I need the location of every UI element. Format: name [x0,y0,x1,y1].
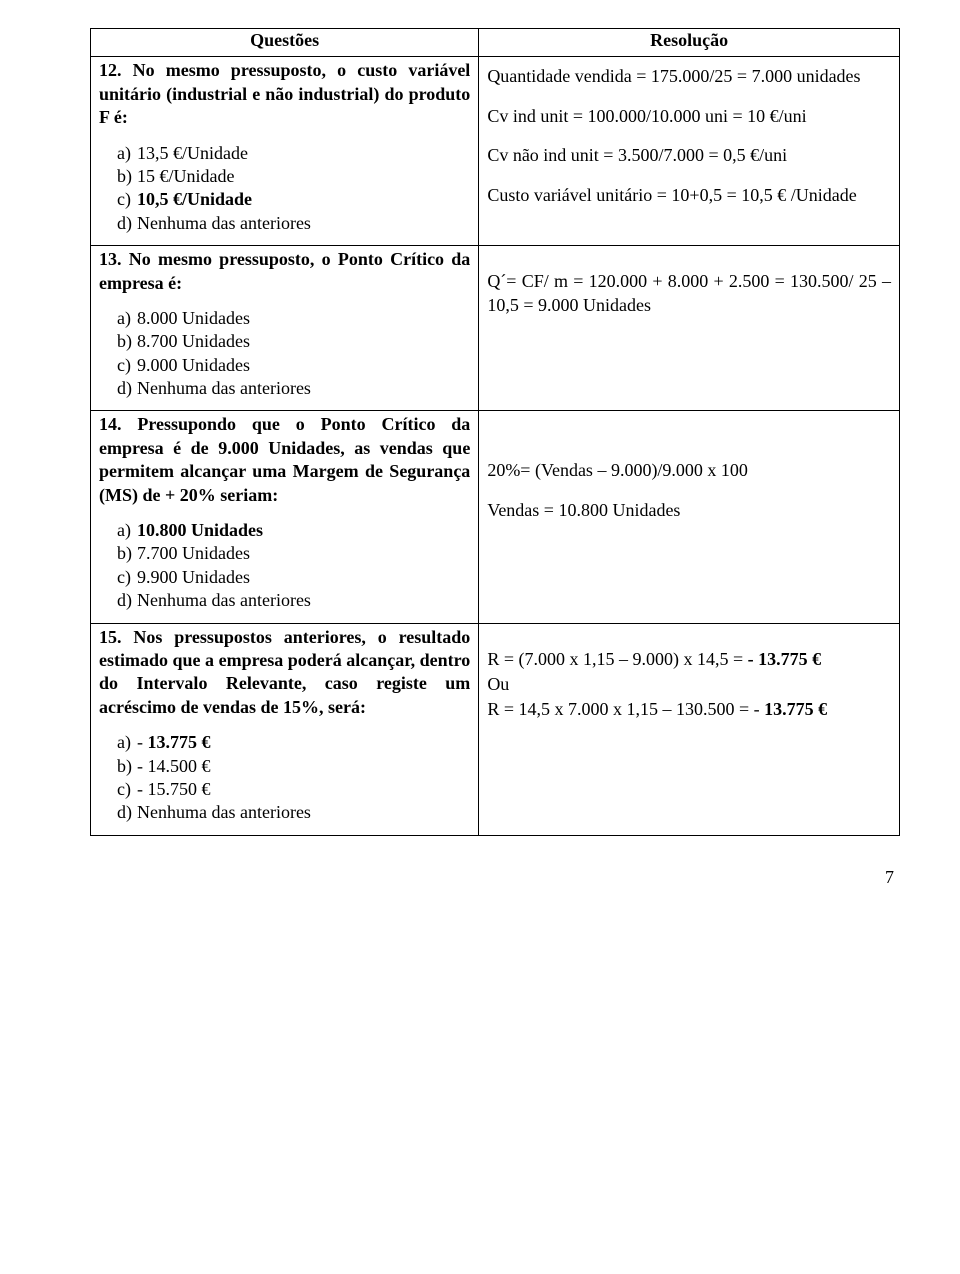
q15-opt-b: b)- 14.500 € [117,755,470,778]
q13-opt-b: b)8.700 Unidades [117,330,470,353]
cell-q14-question: 14. Pressupondo que o Ponto Crítico da e… [91,411,479,623]
q14-title: 14. Pressupondo que o Ponto Crítico da e… [99,413,470,507]
header-resolucao: Resolução [479,29,900,57]
row-q13: 13. No mesmo pressuposto, o Ponto Crític… [91,246,900,411]
q15-opt-c: c)- 15.750 € [117,778,470,801]
cell-q12-resolution: Quantidade vendida = 175.000/25 = 7.000 … [479,57,900,246]
q12-res-l3: Cv não ind unit = 3.500/7.000 = 0,5 €/un… [487,144,891,167]
questions-table: Questões Resolução 12. No mesmo pressupo… [90,28,900,836]
row-q14: 14. Pressupondo que o Ponto Crítico da e… [91,411,900,623]
q14-opt-a: a)10.800 Unidades [117,519,470,542]
table-header-row: Questões Resolução [91,29,900,57]
q13-res-l1: Q´= CF/ m = 120.000 + 8.000 + 2.500 = 13… [487,270,891,317]
q12-res-l1: Quantidade vendida = 175.000/25 = 7.000 … [487,65,891,88]
q14-res-l1: 20%= (Vendas – 9.000)/9.000 x 100 [487,459,891,482]
q15-title: 15. Nos pressupostos anteriores, o resul… [99,626,470,720]
cell-q13-question: 13. No mesmo pressuposto, o Ponto Crític… [91,246,479,411]
q13-opt-c: c)9.000 Unidades [117,354,470,377]
cell-q14-resolution: 20%= (Vendas – 9.000)/9.000 x 100 Vendas… [479,411,900,623]
cell-q15-resolution: R = (7.000 x 1,15 – 9.000) x 14,5 = - 13… [479,623,900,835]
q13-options: a)8.000 Unidades b)8.700 Unidades c)9.00… [99,307,470,401]
q15-res-l1: R = (7.000 x 1,15 – 9.000) x 14,5 = - 13… [487,648,891,671]
q15-opt-d: d)Nenhuma das anteriores [117,801,470,824]
q13-title: 13. No mesmo pressuposto, o Ponto Crític… [99,248,470,295]
q12-options: a)13,5 €/Unidade b)15 €/Unidade c)10,5 €… [99,142,470,236]
cell-q13-resolution: Q´= CF/ m = 120.000 + 8.000 + 2.500 = 13… [479,246,900,411]
q12-opt-b: b)15 €/Unidade [117,165,470,188]
q12-opt-a: a)13,5 €/Unidade [117,142,470,165]
q12-opt-c: c)10,5 €/Unidade [117,188,470,211]
q15-options: a)- 13.775 € b)- 14.500 € c)- 15.750 € d… [99,731,470,825]
cell-q15-question: 15. Nos pressupostos anteriores, o resul… [91,623,479,835]
page-number: 7 [90,866,900,889]
q15-res-l3: R = 14,5 x 7.000 x 1,15 – 130.500 = - 13… [487,698,891,721]
q12-res-l2: Cv ind unit = 100.000/10.000 uni = 10 €/… [487,105,891,128]
cell-q12-question: 12. No mesmo pressuposto, o custo variáv… [91,57,479,246]
q13-opt-a: a)8.000 Unidades [117,307,470,330]
row-q12: 12. No mesmo pressuposto, o custo variáv… [91,57,900,246]
q12-opt-d: d)Nenhuma das anteriores [117,212,470,235]
q14-res-l2: Vendas = 10.800 Unidades [487,499,891,522]
q12-title: 12. No mesmo pressuposto, o custo variáv… [99,59,470,129]
q14-options: a)10.800 Unidades b)7.700 Unidades c)9.9… [99,519,470,613]
header-questoes: Questões [91,29,479,57]
q14-opt-b: b)7.700 Unidades [117,542,470,565]
q13-opt-d: d)Nenhuma das anteriores [117,377,470,400]
q15-opt-a: a)- 13.775 € [117,731,470,754]
q15-res-l2: Ou [487,673,891,696]
q12-res-l4: Custo variável unitário = 10+0,5 = 10,5 … [487,184,891,207]
q14-opt-d: d)Nenhuma das anteriores [117,589,470,612]
row-q15: 15. Nos pressupostos anteriores, o resul… [91,623,900,835]
q14-opt-c: c)9.900 Unidades [117,566,470,589]
